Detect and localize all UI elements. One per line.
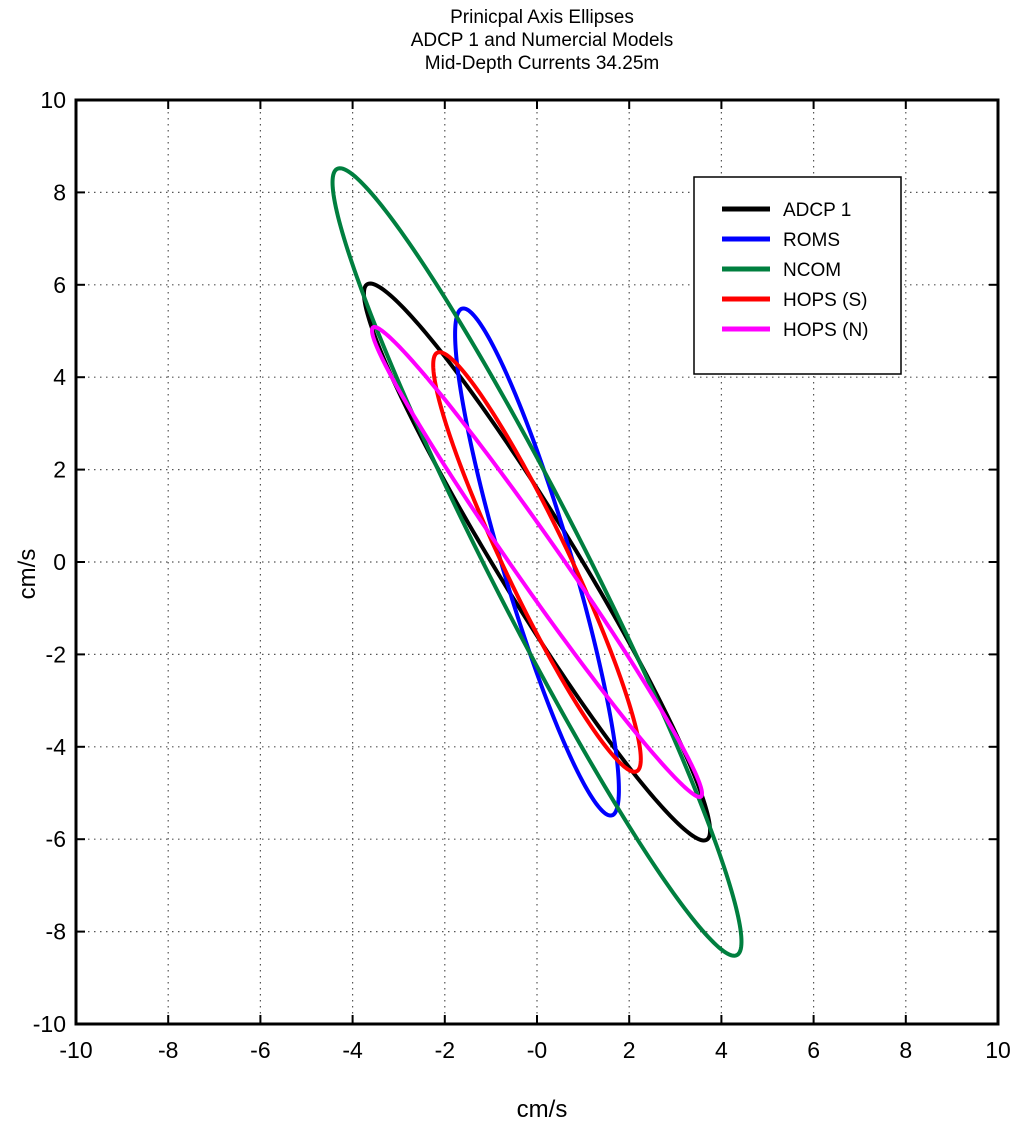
y-tick-label: -4 bbox=[46, 734, 67, 760]
x-tick-label: 2 bbox=[623, 1037, 636, 1063]
y-tick-label: 0 bbox=[53, 549, 66, 575]
x-tick-label: -0 bbox=[527, 1037, 547, 1063]
legend-label: ADCP 1 bbox=[783, 200, 851, 221]
y-tick-label: 6 bbox=[53, 272, 66, 298]
x-tick-label: 4 bbox=[715, 1037, 728, 1063]
y-tick-label: 10 bbox=[40, 87, 66, 113]
x-tick-label: -8 bbox=[158, 1037, 178, 1063]
legend-label: NCOM bbox=[783, 260, 841, 281]
legend-label: HOPS (N) bbox=[783, 320, 869, 341]
y-axis-label: cm/s bbox=[14, 544, 42, 604]
x-tick-label: -4 bbox=[342, 1037, 363, 1063]
x-tick-label: -6 bbox=[250, 1037, 270, 1063]
y-tick-label: -6 bbox=[46, 826, 66, 852]
y-tick-label: 8 bbox=[53, 179, 66, 205]
x-tick-label: 8 bbox=[899, 1037, 912, 1063]
x-axis-label: cm/s bbox=[0, 1096, 1024, 1124]
y-tick-label: -8 bbox=[46, 919, 66, 945]
legend-label: HOPS (S) bbox=[783, 290, 867, 311]
x-tick-label: 10 bbox=[985, 1037, 1011, 1063]
x-tick-label: -2 bbox=[435, 1037, 455, 1063]
y-tick-label: 2 bbox=[53, 457, 66, 483]
x-tick-label: 6 bbox=[807, 1037, 820, 1063]
y-tick-label: -2 bbox=[46, 641, 66, 667]
y-tick-label: 4 bbox=[53, 364, 66, 390]
x-tick-label: -10 bbox=[59, 1037, 92, 1063]
legend-label: ROMS bbox=[783, 230, 840, 251]
y-tick-label: -10 bbox=[33, 1011, 66, 1037]
